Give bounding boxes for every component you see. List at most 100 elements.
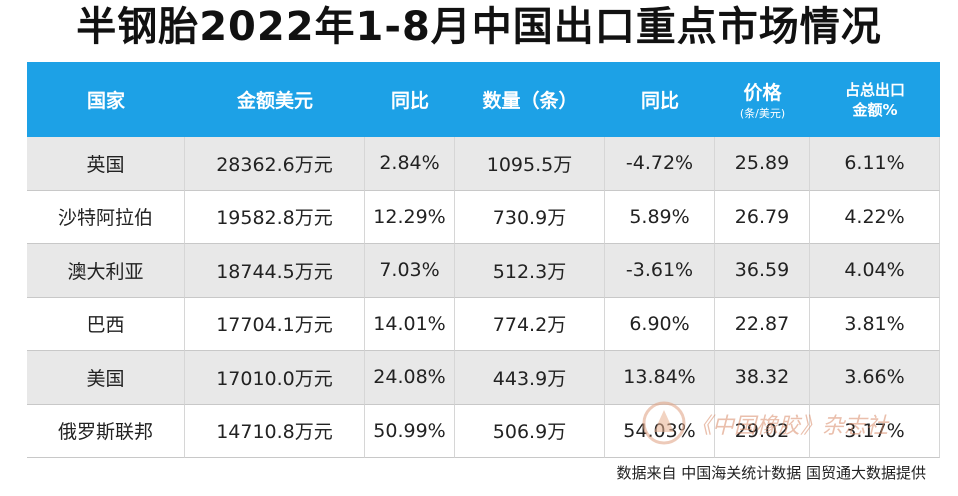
cell-text: 28362.6万元: [216, 153, 333, 176]
cell-text: 24.08%: [373, 366, 446, 389]
table-cell: 28362.6万元: [185, 137, 365, 191]
table-cell: 澳大利亚: [27, 244, 185, 298]
cell-text: 506.9万: [492, 421, 567, 444]
table-cell: 443.9万: [455, 351, 605, 405]
table-cell: 50.99%: [365, 404, 455, 458]
table-cell: 巴西: [27, 297, 185, 351]
header-cell: 国家: [27, 62, 185, 137]
cell-text: 沙特阿拉伯: [57, 207, 153, 230]
cell-text: 美国: [86, 367, 125, 390]
table-cell: 38.32: [715, 351, 810, 405]
cell-text: 17010.0万元: [216, 367, 333, 390]
table-cell: -4.72%: [605, 137, 715, 191]
cell-text: 12.29%: [373, 205, 446, 228]
table-cell: -3.61%: [605, 244, 715, 298]
cell-text: 512.3万: [492, 260, 567, 283]
cell-text: 3.66%: [844, 366, 905, 389]
cell-text: 英国: [86, 153, 125, 176]
header-text: 同比: [390, 90, 429, 112]
cell-text: 443.9万: [492, 367, 567, 390]
table-cell: 2.84%: [365, 137, 455, 191]
table-cell: 沙特阿拉伯: [27, 190, 185, 244]
table-cell: 14710.8万元: [185, 404, 365, 458]
cell-text: 6.90%: [629, 312, 690, 335]
table-cell: 730.9万: [455, 190, 605, 244]
table-cell: 19582.8万元: [185, 190, 365, 244]
header-text: 国家: [86, 90, 125, 112]
source-note: 数据来自 中国海关统计数据 国贸通大数据提供: [616, 464, 926, 482]
cell-text: 14.01%: [373, 312, 446, 335]
cell-text: 6.11%: [844, 152, 905, 175]
header-cell: 占总出口 金额%: [810, 62, 940, 137]
table-cell: 3.81%: [810, 297, 940, 351]
table-cell: 6.90%: [605, 297, 715, 351]
cell-text: 29.02: [734, 419, 790, 442]
watermark-text: 《中国橡胶》杂志社: [690, 414, 889, 439]
cell-text: 俄罗斯联邦: [57, 421, 153, 444]
table-cell: 英国: [27, 137, 185, 191]
table-cell: 6.11%: [810, 137, 940, 191]
table-cell: 25.89: [715, 137, 810, 191]
table-cell: 14.01%: [365, 297, 455, 351]
table-cell: 12.29%: [365, 190, 455, 244]
cell-text: -4.72%: [625, 152, 694, 175]
header-cell: 价格 (条/美元): [715, 62, 810, 137]
table-cell: 24.08%: [365, 351, 455, 405]
cell-text: 2.84%: [379, 152, 440, 175]
table-cell: 506.9万: [455, 404, 605, 458]
cell-text: 18744.5万元: [216, 260, 333, 283]
cell-text: 38.32: [734, 366, 790, 389]
table: 国家 金额美元 同比 数量（条） 同比 价格 (条/美元) 占总出口 金额% 英国 28362.6万…: [27, 62, 940, 458]
table-cell: 3.17%: [810, 404, 940, 458]
cell-text: 13.84%: [623, 366, 696, 389]
table-cell: 18744.5万元: [185, 244, 365, 298]
cell-text: 5.89%: [629, 205, 690, 228]
table-cell: 17704.1万元: [185, 297, 365, 351]
header-text: 占总出口: [844, 80, 905, 99]
table-cell: 7.03%: [365, 244, 455, 298]
cell-text: 36.59: [734, 259, 790, 282]
cell-text: 730.9万: [492, 207, 567, 230]
header-text: 价格: [743, 82, 782, 104]
header-cell: 数量（条）: [455, 62, 605, 137]
header-text: 金额美元: [236, 90, 313, 112]
table-cell: 俄罗斯联邦: [27, 404, 185, 458]
cell-text: 19582.8万元: [216, 207, 333, 230]
table-cell: 3.66%: [810, 351, 940, 405]
table-cell: 13.84%: [605, 351, 715, 405]
table-cell: 36.59: [715, 244, 810, 298]
cell-text: 17704.1万元: [216, 314, 333, 337]
table-cell: 1095.5万: [455, 137, 605, 191]
header-text: 同比: [640, 90, 679, 112]
cell-text: 4.22%: [844, 205, 905, 228]
header-cell: 同比: [365, 62, 455, 137]
table-cell: 4.22%: [810, 190, 940, 244]
cell-text: 3.17%: [844, 419, 905, 442]
cell-text: 14710.8万元: [216, 421, 333, 444]
cell-text: 50.99%: [373, 419, 446, 442]
cell-text: 3.81%: [844, 312, 905, 335]
table-cell: 774.2万: [455, 297, 605, 351]
table-cell: 26.79: [715, 190, 810, 244]
cell-text: -3.61%: [625, 259, 694, 282]
cell-text: 巴西: [86, 314, 125, 337]
header-cell: 金额美元: [185, 62, 365, 137]
cell-text: 22.87: [734, 312, 790, 335]
header-subtext: (条/美元): [739, 107, 786, 120]
table-cell: 4.04%: [810, 244, 940, 298]
cell-text: 1095.5万: [486, 153, 573, 176]
header-text: 金额%: [852, 100, 898, 119]
table-cell: 美国: [27, 351, 185, 405]
title: 半钢胎2022年1-8月中国出口重点市场情况: [76, 4, 882, 50]
cell-text: 774.2万: [492, 314, 567, 337]
watermark: 《中国橡胶》杂志社: [640, 398, 940, 448]
header-cell: 同比: [605, 62, 715, 137]
table-cell: 22.87: [715, 297, 810, 351]
watermark-logo: [642, 401, 686, 445]
header-text: 数量（条）: [482, 90, 578, 112]
table-cell: 5.89%: [605, 190, 715, 244]
cell-text: 25.89: [734, 152, 790, 175]
cell-text: 澳大利亚: [67, 260, 144, 283]
cell-text: 4.04%: [844, 259, 905, 282]
